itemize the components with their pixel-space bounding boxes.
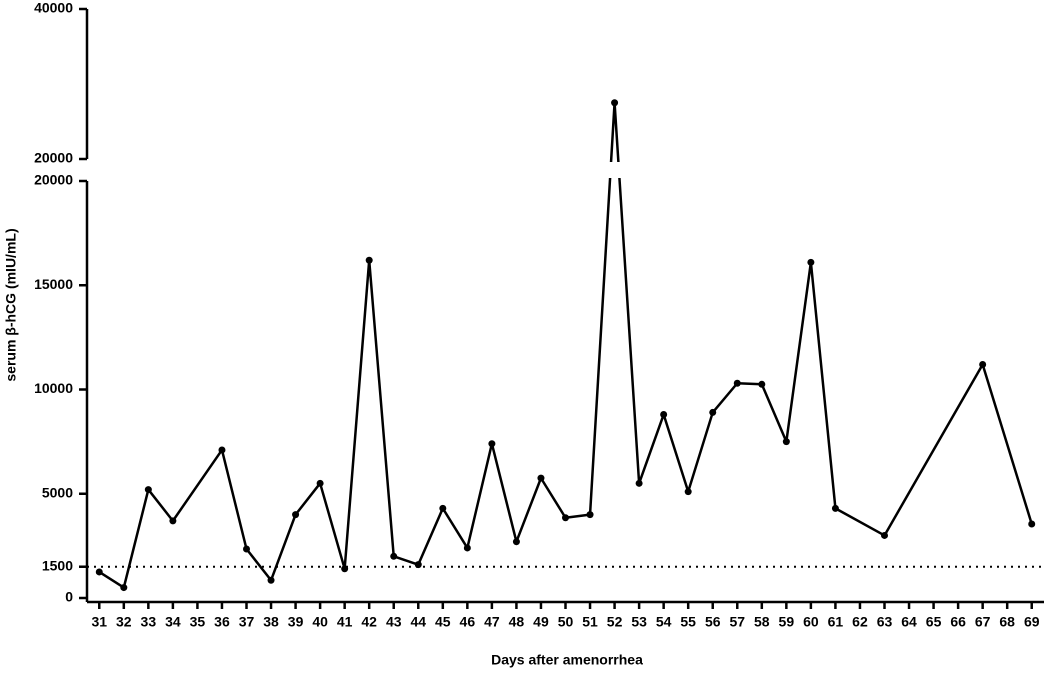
x-tick-label: 54 (656, 614, 672, 630)
data-point (218, 446, 226, 454)
data-point (979, 360, 987, 368)
data-point (95, 568, 103, 576)
x-tick-label: 63 (877, 614, 893, 630)
data-point (488, 440, 496, 448)
data-point (733, 379, 741, 387)
data-point (684, 488, 692, 496)
x-tick-label: 33 (141, 614, 157, 630)
x-tick-label: 60 (803, 614, 819, 630)
data-point (660, 411, 668, 419)
data-point (537, 474, 545, 482)
x-tick-label: 46 (460, 614, 476, 630)
x-tick-label: 69 (1024, 614, 1040, 630)
data-point (292, 511, 300, 519)
data-point (144, 486, 152, 494)
x-tick-label: 64 (901, 614, 917, 630)
x-tick-label: 68 (999, 614, 1015, 630)
x-tick-label: 39 (288, 614, 304, 630)
data-point (169, 517, 177, 525)
data-point (512, 538, 520, 546)
data-point (562, 514, 569, 522)
x-tick-label: 55 (680, 614, 696, 630)
x-tick-label: 37 (239, 614, 255, 630)
data-point (390, 552, 398, 560)
x-tick-label: 38 (263, 614, 279, 630)
y-axis-label: serum β-hCG (mIU/mL) (3, 228, 19, 381)
data-point (414, 561, 422, 569)
y-tick-label: 10000 (34, 380, 73, 396)
data-point (709, 408, 717, 416)
x-tick-label: 58 (754, 614, 770, 630)
x-tick-label: 51 (582, 614, 598, 630)
x-axis-label: Days after amenorrhea (491, 652, 643, 668)
x-tick-label: 57 (729, 614, 745, 630)
data-point (439, 504, 447, 512)
x-tick-label: 40 (312, 614, 328, 630)
x-tick-label: 31 (91, 614, 107, 630)
data-point (120, 584, 128, 592)
y-tick-label: 5000 (42, 484, 73, 500)
data-point (1028, 520, 1036, 528)
x-tick-label: 59 (779, 614, 795, 630)
x-tick-label: 36 (214, 614, 230, 630)
x-tick-label: 44 (410, 614, 426, 630)
data-point (243, 545, 250, 553)
data-point (365, 256, 373, 264)
data-point (635, 479, 643, 487)
x-tick-label: 43 (386, 614, 402, 630)
y-tick-label: 15000 (34, 276, 73, 292)
data-point (807, 258, 815, 266)
x-tick-label: 35 (190, 614, 206, 630)
data-point (758, 380, 766, 388)
data-point (782, 438, 790, 446)
data-point (341, 565, 349, 573)
axis-break (89, 162, 1046, 178)
x-tick-label: 56 (705, 614, 721, 630)
x-tick-label: 66 (950, 614, 966, 630)
x-tick-label: 48 (509, 614, 525, 630)
x-tick-label: 32 (116, 614, 132, 630)
x-tick-label: 67 (975, 614, 991, 630)
data-point (316, 479, 324, 487)
x-tick-label: 65 (926, 614, 942, 630)
x-tick-label: 49 (533, 614, 549, 630)
y-tick-label: 1500 (42, 557, 73, 573)
x-tick-label: 52 (607, 614, 623, 630)
x-tick-label: 61 (828, 614, 844, 630)
data-point (586, 511, 594, 519)
x-tick-label: 42 (361, 614, 377, 630)
x-tick-label: 47 (484, 614, 500, 630)
x-tick-label: 34 (165, 614, 181, 630)
data-point (267, 576, 275, 584)
x-tick-label: 62 (852, 614, 868, 630)
data-point (463, 544, 471, 552)
data-point (831, 504, 839, 512)
data-point (611, 99, 619, 107)
y-tick-label: 0 (65, 589, 73, 605)
x-tick-label: 41 (337, 614, 353, 630)
y-tick-label: 20000 (34, 150, 73, 166)
x-tick-label: 50 (558, 614, 574, 630)
x-tick-label: 45 (435, 614, 451, 630)
y-tick-label: 20000 (34, 172, 73, 188)
x-tick-label: 53 (631, 614, 647, 630)
data-point (881, 531, 888, 539)
y-tick-label: 40000 (34, 0, 73, 16)
